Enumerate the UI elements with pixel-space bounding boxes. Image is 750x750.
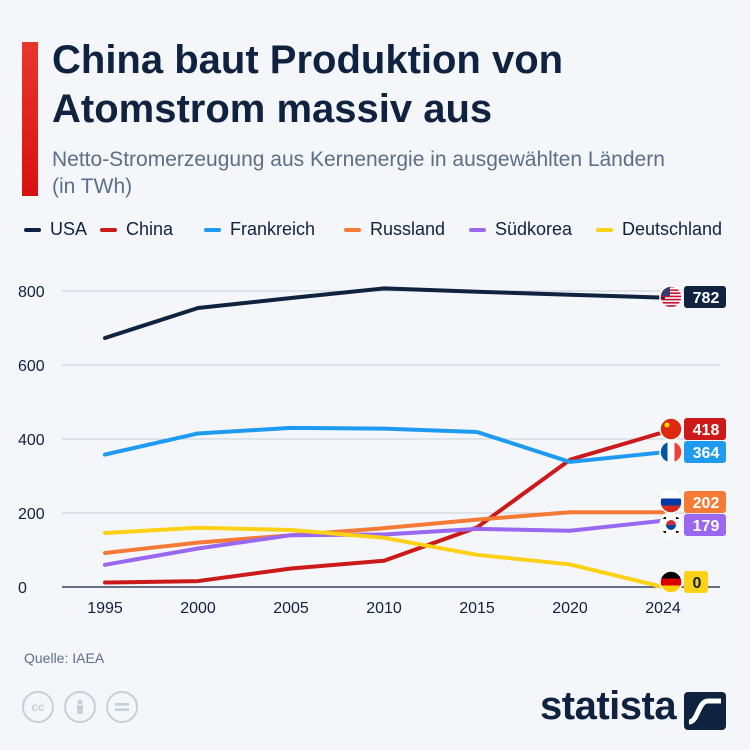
x-tick-label: 1995: [87, 600, 123, 617]
legend-item: Russland: [344, 219, 445, 240]
end-value-badge: [684, 441, 726, 463]
end-value-label: 364: [693, 445, 720, 462]
series-line: [103, 425, 665, 464]
legend-swatch: [344, 227, 361, 232]
kr-flag-icon: [659, 513, 683, 537]
legend-swatch: [596, 227, 613, 232]
legend-label: Russland: [370, 219, 446, 239]
legend-item: Südkorea: [469, 219, 572, 240]
y-tick-label: 200: [18, 506, 45, 523]
page-title: China baut Produktion von Atomstrom mass…: [52, 38, 564, 131]
x-tick-label: 2005: [273, 600, 309, 617]
statista-logo-text[interactable]: statista: [540, 684, 677, 728]
legend-item: China: [100, 219, 173, 240]
fr-flag-icon: [659, 440, 683, 464]
chart-legend: USA China Frankreich Russland Südkorea Deutsc…: [24, 219, 744, 243]
x-tick-label: 2015: [459, 600, 495, 617]
license-icons: cc: [22, 691, 148, 723]
legend-item: Deutschland: [596, 219, 722, 240]
cc-icon[interactable]: cc: [22, 691, 54, 723]
end-value-label: 202: [693, 495, 720, 512]
ru-flag-icon: [659, 490, 683, 514]
legend-label: Südkorea: [495, 219, 573, 239]
de-flag-icon: [659, 570, 683, 594]
end-value-label: 179: [693, 518, 720, 535]
series-line: [103, 510, 665, 555]
y-tick-label: 600: [18, 358, 45, 375]
legend-label: Deutschland: [622, 219, 723, 239]
legend-label: China: [126, 219, 174, 239]
page-subtitle: Netto-Stromerzeugung aus Kernenergie in …: [52, 148, 665, 198]
cn-flag-icon: [659, 417, 683, 441]
legend-swatch: [469, 227, 486, 232]
legend-swatch: [100, 227, 117, 232]
legend-item: Frankreich: [204, 219, 315, 240]
legend-swatch: [24, 227, 41, 232]
x-tick-label: 2010: [366, 600, 402, 617]
end-value-label: 0: [693, 575, 702, 592]
end-value-badge: [684, 418, 726, 440]
legend-swatch: [204, 227, 221, 232]
series-line: [103, 430, 665, 585]
series-line: [103, 518, 665, 567]
legend-item: USA: [24, 219, 87, 240]
x-tick-label: 2020: [552, 600, 588, 617]
source-note: Quelle: IAEA: [24, 650, 105, 666]
end-value-badge: [684, 514, 726, 536]
series-line: [103, 525, 665, 589]
x-tick-label: 2024: [645, 600, 681, 617]
end-value-label: 782: [693, 290, 720, 307]
end-value-badge: [684, 491, 726, 513]
series-line: [103, 286, 665, 340]
by-icon[interactable]: [64, 691, 96, 723]
y-tick-label: 800: [18, 284, 45, 301]
end-value-badge: [684, 286, 726, 308]
statista-logo-icon[interactable]: [684, 692, 726, 730]
y-tick-label: 400: [18, 432, 45, 449]
legend-label: Frankreich: [230, 219, 316, 239]
y-tick-label: 0: [18, 580, 27, 597]
us-flag-icon: [659, 285, 683, 309]
nd-icon[interactable]: [106, 691, 138, 723]
title-accent-bar: [22, 42, 38, 196]
x-tick-label: 2000: [180, 600, 216, 617]
end-value-label: 418: [693, 422, 720, 439]
legend-label: USA: [50, 219, 88, 239]
end-value-badge: [684, 571, 708, 593]
